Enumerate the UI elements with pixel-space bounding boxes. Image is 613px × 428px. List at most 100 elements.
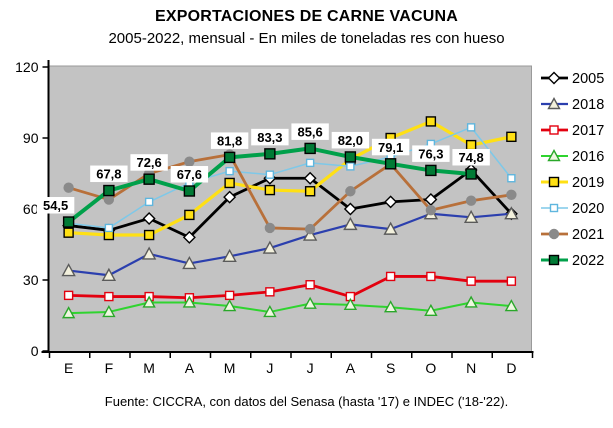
- 2018-marker: [383, 221, 398, 235]
- 2005-marker: [547, 71, 561, 85]
- point-label: 74,8: [458, 150, 483, 165]
- x-tick-label: J: [307, 360, 314, 376]
- 2022-marker: [304, 142, 316, 155]
- 2016-marker: [222, 299, 237, 312]
- legend-label-2005: 2005: [572, 71, 604, 87]
- point-label: 54,5: [43, 198, 68, 213]
- 2017-marker: [426, 271, 436, 282]
- x-tick-label: A: [185, 360, 195, 376]
- legend-label-2018: 2018: [572, 97, 604, 113]
- 2022-marker: [264, 148, 276, 160]
- plot-background: [48, 65, 532, 353]
- legend-label-2021: 2021: [572, 227, 604, 243]
- 2016-marker: [383, 300, 398, 313]
- point-label: 82,0: [338, 133, 363, 148]
- series-line-2019: [67, 119, 513, 237]
- 2020-marker: [265, 170, 275, 179]
- 2016-marker: [142, 295, 156, 308]
- point-label-box: [170, 166, 209, 183]
- 2022-marker: [103, 184, 115, 197]
- 2019-marker: [264, 184, 276, 196]
- point-label-box: [452, 148, 490, 166]
- 2021-marker: [506, 189, 517, 201]
- 2016-marker: [263, 304, 277, 318]
- 2016-marker: [61, 306, 76, 319]
- series-line-2016: [67, 301, 513, 315]
- series-line-2005: [67, 168, 513, 239]
- y-tick-label: 120: [15, 59, 39, 75]
- chart-title: EXPORTACIONES DE CARNE VACUNA: [154, 8, 458, 25]
- chart-subtitle: 2005-2022, mensual - En miles de tonelad…: [108, 30, 505, 47]
- 2020-marker: [305, 158, 315, 168]
- 2020-marker: [507, 174, 516, 183]
- 2019-marker: [506, 131, 517, 143]
- 2016-marker: [102, 304, 116, 318]
- point-label: 83,3: [257, 130, 282, 145]
- 2019-marker: [304, 186, 316, 197]
- 2021-marker: [184, 156, 195, 167]
- 2005-marker: [223, 190, 237, 204]
- 2020-marker: [225, 166, 234, 176]
- 2017-marker: [305, 280, 315, 290]
- point-label: 81,8: [217, 133, 242, 148]
- 2022-marker: [344, 151, 357, 163]
- 2016-marker: [182, 295, 197, 308]
- 2018-marker: [463, 209, 479, 223]
- point-label-box: [331, 131, 370, 149]
- 2016-marker: [343, 297, 358, 311]
- 2017-marker: [265, 287, 275, 297]
- 2018-marker: [504, 206, 519, 220]
- 2018-marker: [302, 227, 318, 241]
- 2019-marker: [63, 227, 74, 238]
- point-label-box: [251, 128, 289, 146]
- 2018-marker: [61, 263, 76, 277]
- 2021-marker: [264, 222, 276, 234]
- x-tick-label: M: [143, 360, 155, 376]
- series-line-2017: [67, 275, 513, 300]
- 2017-marker: [466, 276, 476, 286]
- y-tick-label: 60: [23, 201, 39, 217]
- point-label: 67,8: [96, 167, 121, 182]
- 2019-marker: [143, 229, 155, 241]
- legend-label-2016: 2016: [572, 149, 604, 165]
- 2022-marker: [183, 185, 196, 197]
- 2017-marker: [385, 271, 396, 282]
- 2005-marker: [343, 202, 357, 216]
- 2019-marker: [184, 209, 195, 221]
- x-tick-label: E: [64, 360, 73, 376]
- 2016-marker: [303, 296, 317, 309]
- point-label: 72,6: [136, 155, 161, 170]
- 2005-marker: [142, 211, 156, 225]
- 2022-marker: [465, 168, 477, 180]
- legend-label-2022: 2022: [572, 253, 604, 269]
- 2005-marker: [384, 195, 398, 209]
- 2021-marker: [304, 223, 316, 235]
- 2017-marker: [63, 290, 74, 301]
- 2018-marker: [262, 240, 278, 254]
- 2021-marker: [465, 195, 477, 206]
- 2017-marker: [224, 290, 235, 301]
- x-tick-label: N: [466, 360, 476, 376]
- legend-label-2019: 2019: [572, 175, 604, 191]
- y-tick-label: 0: [31, 343, 39, 359]
- x-tick-label: M: [224, 360, 236, 376]
- 2018-marker: [547, 97, 561, 110]
- series-line-2018: [67, 212, 513, 277]
- 2016-marker: [464, 295, 478, 308]
- point-label-box: [412, 145, 450, 162]
- point-label-box: [90, 165, 128, 183]
- 2021-marker: [63, 182, 74, 193]
- x-tick-label: A: [346, 360, 356, 376]
- 2017-marker: [549, 125, 559, 135]
- 2020-marker: [346, 162, 355, 171]
- 2022-marker: [143, 173, 155, 185]
- point-label: 67,6: [177, 167, 202, 182]
- x-tick-label: S: [386, 360, 395, 376]
- x-tick-label: O: [425, 360, 436, 376]
- point-label: 79,1: [378, 140, 403, 155]
- 2016-marker: [547, 149, 561, 162]
- 2018-marker: [343, 216, 358, 231]
- legend-label-2020: 2020: [572, 201, 604, 217]
- 2020-marker: [466, 123, 476, 132]
